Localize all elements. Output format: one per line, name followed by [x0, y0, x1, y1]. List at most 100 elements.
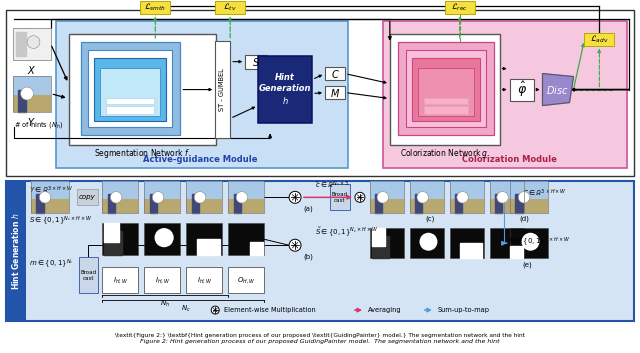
Polygon shape	[234, 194, 241, 213]
Text: (c): (c)	[425, 215, 435, 222]
Polygon shape	[197, 239, 220, 255]
Text: $\mathcal{L}_{rec}$: $\mathcal{L}_{rec}$	[451, 1, 468, 13]
FancyBboxPatch shape	[6, 181, 26, 321]
FancyBboxPatch shape	[68, 34, 216, 145]
FancyBboxPatch shape	[228, 199, 264, 213]
Polygon shape	[510, 246, 523, 258]
FancyBboxPatch shape	[186, 223, 222, 255]
Polygon shape	[104, 231, 122, 255]
Text: Hint Generation $h$: Hint Generation $h$	[10, 213, 21, 290]
Text: $I_{H,W}$: $I_{H,W}$	[196, 275, 212, 285]
FancyBboxPatch shape	[490, 199, 524, 213]
Text: $m \in \{0,1\}^{N_c}$: $m \in \{0,1\}^{N_c}$	[29, 257, 73, 270]
FancyBboxPatch shape	[102, 199, 138, 213]
FancyBboxPatch shape	[584, 33, 614, 46]
Circle shape	[377, 192, 388, 203]
Circle shape	[355, 192, 365, 202]
FancyBboxPatch shape	[31, 181, 68, 199]
Polygon shape	[375, 194, 382, 213]
Circle shape	[518, 192, 530, 203]
Polygon shape	[17, 32, 26, 56]
Text: $N_h$: $N_h$	[161, 299, 170, 309]
FancyBboxPatch shape	[6, 181, 634, 321]
FancyBboxPatch shape	[106, 97, 154, 103]
Text: (d): (d)	[520, 215, 529, 222]
FancyBboxPatch shape	[390, 34, 500, 145]
Text: $I_{H,W}$: $I_{H,W}$	[155, 275, 170, 285]
FancyBboxPatch shape	[106, 106, 154, 114]
FancyBboxPatch shape	[509, 79, 534, 101]
FancyBboxPatch shape	[13, 95, 51, 112]
Circle shape	[152, 192, 164, 203]
FancyBboxPatch shape	[186, 199, 222, 213]
FancyBboxPatch shape	[418, 68, 474, 115]
FancyBboxPatch shape	[95, 58, 166, 121]
Circle shape	[110, 192, 122, 203]
FancyBboxPatch shape	[186, 267, 222, 293]
Text: Colorization Network $g$: Colorization Network $g$	[401, 148, 489, 160]
FancyBboxPatch shape	[450, 199, 484, 213]
FancyBboxPatch shape	[228, 181, 264, 199]
Text: $\mathcal{L}_{tv}$: $\mathcal{L}_{tv}$	[223, 1, 237, 13]
Circle shape	[419, 233, 438, 251]
FancyBboxPatch shape	[410, 199, 444, 213]
Text: \textit{Figure 2:} \textbf{Hint generation process of our proposed \textit{Guidi: \textit{Figure 2:} \textbf{Hint generati…	[115, 333, 525, 337]
Polygon shape	[543, 73, 573, 106]
Text: Averaging: Averaging	[368, 307, 401, 313]
Text: $C \in \mathbb{R}^{3\times H\times W}$: $C \in \mathbb{R}^{3\times H\times W}$	[522, 188, 566, 199]
FancyBboxPatch shape	[410, 181, 444, 199]
FancyBboxPatch shape	[370, 181, 404, 199]
FancyBboxPatch shape	[228, 223, 264, 255]
FancyBboxPatch shape	[145, 199, 180, 213]
Polygon shape	[372, 236, 388, 258]
Polygon shape	[36, 194, 44, 213]
Polygon shape	[415, 194, 422, 213]
FancyBboxPatch shape	[398, 42, 493, 136]
Circle shape	[39, 192, 51, 203]
Text: Broad
cast: Broad cast	[332, 192, 348, 203]
FancyBboxPatch shape	[88, 50, 172, 127]
FancyBboxPatch shape	[325, 85, 345, 98]
FancyBboxPatch shape	[406, 50, 486, 127]
FancyBboxPatch shape	[245, 55, 267, 68]
Text: $M$: $M$	[330, 86, 340, 98]
Polygon shape	[495, 194, 502, 213]
FancyBboxPatch shape	[102, 267, 138, 293]
Text: $O_{H,W}$: $O_{H,W}$	[237, 275, 255, 285]
FancyBboxPatch shape	[56, 21, 348, 168]
FancyBboxPatch shape	[370, 199, 404, 213]
Text: $\hat{\varphi}$: $\hat{\varphi}$	[516, 80, 527, 99]
Circle shape	[289, 191, 301, 203]
Text: $S$: $S$	[252, 56, 260, 68]
FancyBboxPatch shape	[412, 58, 479, 121]
FancyBboxPatch shape	[140, 1, 170, 14]
Text: $C$: $C$	[331, 67, 339, 79]
FancyBboxPatch shape	[424, 97, 468, 103]
Text: Sum-up-to-map: Sum-up-to-map	[438, 307, 490, 313]
FancyBboxPatch shape	[77, 189, 99, 205]
FancyBboxPatch shape	[102, 181, 138, 199]
Polygon shape	[250, 243, 264, 255]
Polygon shape	[515, 194, 523, 213]
FancyBboxPatch shape	[215, 41, 230, 138]
Polygon shape	[460, 243, 482, 258]
FancyBboxPatch shape	[186, 181, 222, 199]
Text: $\mathcal{L}_{smth}$: $\mathcal{L}_{smth}$	[144, 1, 166, 13]
FancyBboxPatch shape	[258, 56, 312, 124]
FancyBboxPatch shape	[13, 28, 51, 60]
FancyBboxPatch shape	[100, 68, 161, 115]
Polygon shape	[150, 194, 157, 213]
Text: $\mathcal{L}_{adv}$: $\mathcal{L}_{adv}$	[590, 34, 609, 45]
Text: $X$: $X$	[27, 64, 36, 76]
Text: (e): (e)	[523, 261, 532, 268]
Circle shape	[194, 192, 205, 203]
Text: $\tilde{c} \in \mathbb{R}^{N_c\times 3}$: $\tilde{c} \in \mathbb{R}^{N_c\times 3}$	[315, 180, 349, 191]
FancyBboxPatch shape	[325, 67, 345, 79]
FancyBboxPatch shape	[81, 42, 180, 136]
Circle shape	[20, 87, 33, 100]
Text: Active-guidance Module: Active-guidance Module	[143, 155, 257, 164]
Circle shape	[417, 192, 428, 203]
FancyBboxPatch shape	[31, 199, 68, 213]
Text: $S \in \{0,1\}^{N_c\times H\times W}$: $S \in \{0,1\}^{N_c\times H\times W}$	[29, 214, 92, 227]
FancyBboxPatch shape	[79, 257, 99, 293]
